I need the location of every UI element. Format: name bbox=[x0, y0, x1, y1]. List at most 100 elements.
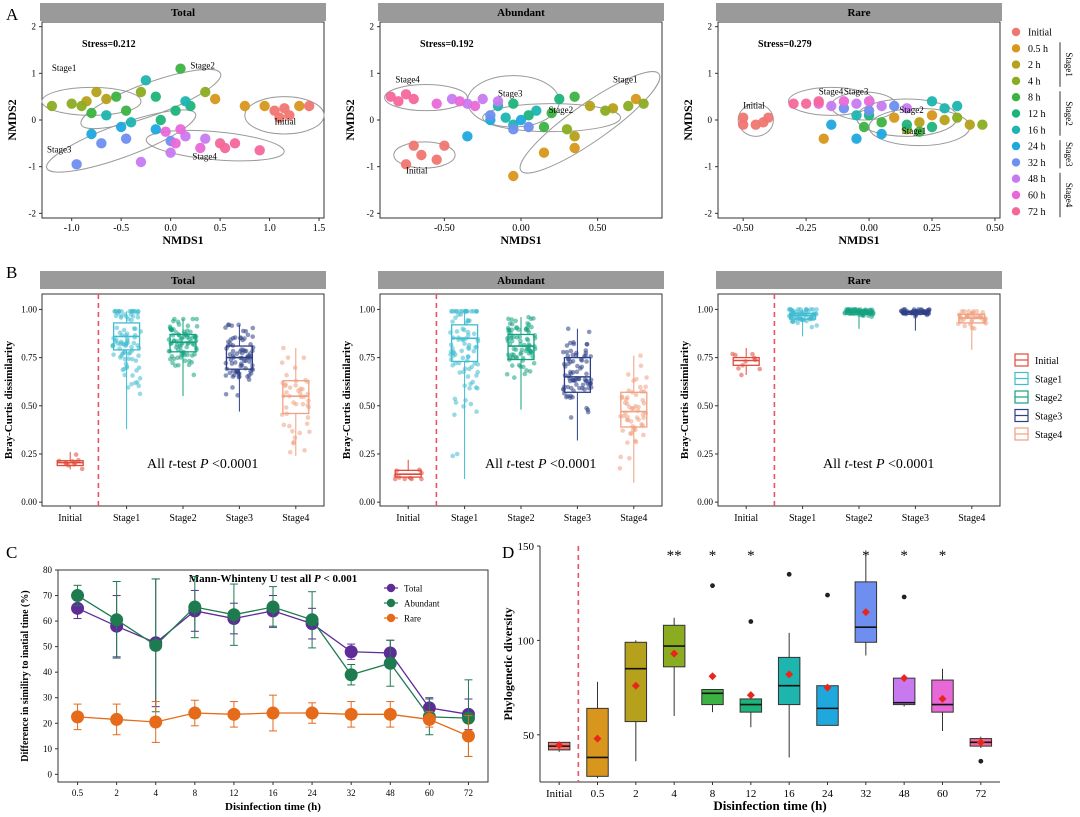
stage-ellipse bbox=[46, 109, 197, 173]
sample-point bbox=[120, 105, 132, 116]
panel-a-rare-nmds: Rare -2 -1 0 1 2 -0.50 -0.25 0.00 0.25 0.50 NMDS1 NM… bbox=[681, 3, 1004, 247]
sample-point bbox=[180, 96, 191, 107]
jitter-point bbox=[453, 315, 458, 321]
jitter-point bbox=[460, 326, 465, 332]
sample-point bbox=[408, 140, 419, 151]
y-tick-label: 0.75 bbox=[21, 353, 37, 363]
legend-swatch bbox=[1011, 158, 1021, 167]
jitter-point bbox=[465, 329, 471, 335]
jitter-point bbox=[624, 401, 630, 407]
jitter-point bbox=[115, 341, 121, 346]
x-tick-label: Stage3 bbox=[564, 513, 591, 524]
stage-ellipse bbox=[145, 129, 285, 162]
jitter-point bbox=[514, 335, 520, 340]
y-tick-label: 2 bbox=[32, 22, 37, 32]
y-tick-label: 0.00 bbox=[359, 497, 375, 507]
series-marker bbox=[149, 715, 163, 729]
jitter-point bbox=[172, 316, 177, 322]
x-tick-label: Stage2 bbox=[507, 513, 534, 524]
jitter-point bbox=[79, 466, 85, 472]
jitter-point bbox=[525, 337, 531, 343]
y-tick-label: 1 bbox=[370, 68, 375, 78]
sample-point bbox=[914, 126, 925, 137]
jitter-point bbox=[625, 440, 630, 445]
jitter-point bbox=[188, 329, 193, 335]
significance-mark: * bbox=[747, 548, 755, 564]
y-tick-label: 40 bbox=[43, 667, 53, 677]
y-tick-label: 100 bbox=[518, 635, 535, 647]
ellipse-label: Stage4 bbox=[819, 86, 844, 96]
mean-diamond bbox=[670, 649, 679, 658]
y-tick-label: 10 bbox=[43, 744, 53, 754]
legend-swatch bbox=[386, 583, 396, 593]
jitter-point bbox=[235, 393, 240, 398]
sample-point bbox=[160, 126, 171, 137]
jitter-point bbox=[518, 338, 523, 344]
jitter-point bbox=[531, 360, 537, 366]
x-tick-label: 2 bbox=[114, 788, 119, 798]
series-marker bbox=[383, 707, 397, 721]
sample-point bbox=[140, 75, 152, 86]
y-tick-label: 80 bbox=[43, 565, 53, 575]
panel-b-total-box: Total 0.00 0.25 0.50 0.75 1.00 Initial Stage1 St… bbox=[3, 271, 326, 524]
y-tick-label: 0.50 bbox=[359, 401, 375, 411]
sample-point bbox=[523, 121, 534, 133]
ellipse-label: Stage3 bbox=[47, 145, 72, 155]
sample-point bbox=[200, 133, 211, 144]
series-marker bbox=[71, 589, 85, 603]
jitter-point bbox=[110, 344, 116, 349]
y-tick-label: 0.50 bbox=[21, 401, 37, 411]
stage-ellipse bbox=[519, 71, 661, 174]
jitter-point bbox=[231, 372, 237, 378]
sample-point bbox=[120, 133, 132, 144]
jitter-point bbox=[232, 335, 238, 340]
jitter-point bbox=[511, 352, 516, 358]
jitter-point bbox=[513, 318, 518, 324]
jitter-point bbox=[230, 385, 235, 390]
x-tick-label: 32 bbox=[860, 788, 871, 800]
jitter-point bbox=[475, 369, 481, 375]
jitter-point bbox=[250, 325, 256, 331]
panel-b-rare-box: Rare 0.00 0.25 0.50 0.75 1.00 Initial Stage1 Sta… bbox=[679, 271, 1002, 524]
jitter-point bbox=[510, 321, 515, 327]
x-tick-label: Stage4 bbox=[282, 513, 309, 524]
panel-letter-b: B bbox=[6, 263, 17, 282]
y-tick-label: 0 bbox=[48, 769, 53, 779]
legend-label: 60 h bbox=[1028, 191, 1046, 202]
series-marker bbox=[383, 656, 397, 670]
jitter-point bbox=[246, 377, 252, 382]
series-marker bbox=[188, 706, 202, 720]
legend-swatch bbox=[386, 598, 396, 608]
legend-swatch bbox=[1011, 109, 1021, 118]
jitter-point bbox=[468, 381, 473, 387]
sample-point bbox=[838, 96, 850, 107]
mean-diamond bbox=[823, 683, 832, 692]
sample-point bbox=[111, 91, 122, 102]
chart-title: Rare bbox=[847, 275, 870, 287]
series-marker bbox=[305, 706, 319, 720]
jitter-point bbox=[300, 401, 306, 407]
annotation-part: P bbox=[875, 457, 885, 472]
jitter-point bbox=[305, 415, 311, 420]
y-tick-label: 20 bbox=[43, 718, 53, 728]
x-tick-label: 0.5 bbox=[72, 788, 84, 798]
sample-point bbox=[951, 112, 963, 123]
mean-diamond bbox=[861, 608, 870, 617]
jitter-point bbox=[959, 309, 965, 314]
sample-point bbox=[170, 138, 181, 149]
jitter-point bbox=[191, 372, 197, 378]
legend-label: Stage4 bbox=[1035, 430, 1062, 441]
y-axis-label: NMDS2 bbox=[343, 99, 357, 140]
jitter-point bbox=[296, 388, 301, 393]
sample-point bbox=[964, 119, 975, 130]
jitter-point bbox=[121, 327, 127, 333]
box bbox=[620, 391, 648, 428]
annotation-part: t bbox=[168, 457, 173, 472]
sample-point bbox=[431, 98, 442, 109]
box bbox=[788, 312, 817, 320]
jitter-point bbox=[461, 369, 466, 375]
legend-swatch bbox=[1011, 44, 1021, 53]
annotation-part: -test bbox=[510, 457, 538, 472]
jitter-point bbox=[570, 377, 576, 383]
